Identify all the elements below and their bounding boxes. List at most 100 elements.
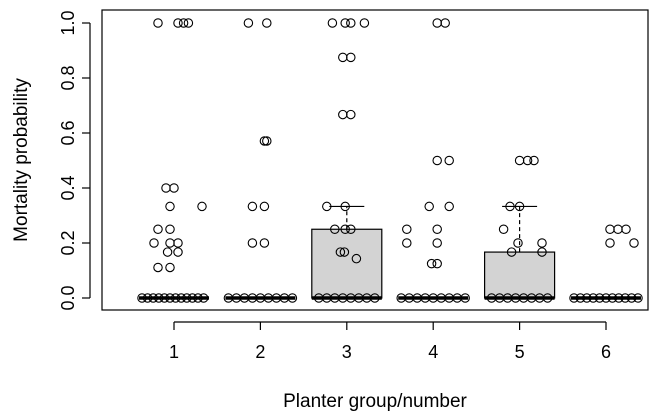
data-point [514,155,525,166]
data-point [198,293,209,303]
x-tick-label: 2 [255,342,265,362]
data-point [588,293,598,303]
data-point [165,201,175,212]
data-point [170,293,181,303]
data-point [340,18,350,28]
y-axis: 0.0 0.2 0.4 0.6 0.8 1.0 [58,10,91,311]
data-point [197,201,207,212]
data-point [359,18,370,28]
data-point [594,293,605,303]
data-point [178,18,189,28]
data-point [153,262,163,273]
x-tick-label: 4 [428,342,438,362]
y-tick-label: 0.2 [58,230,78,255]
data-point [162,247,173,257]
data-point [513,238,523,248]
data-point [620,293,630,303]
data-point [169,183,179,193]
data-point [424,201,434,212]
data-point [633,293,643,303]
data-point [537,247,547,257]
data-point [262,136,272,146]
data-point [607,293,618,303]
data-point [613,224,623,235]
x-axis-label: Planter group/number [283,391,467,412]
data-point [537,238,547,248]
data-point [506,247,517,257]
data-point [338,52,348,63]
data-point [161,183,171,193]
data-point [247,201,258,212]
data-point [629,238,639,248]
y-tick-label: 0.4 [58,175,78,200]
data-point [444,155,454,166]
data-point [187,293,198,303]
data-point [460,293,470,303]
data-point [529,155,539,166]
data-point [569,293,579,303]
data-point [330,224,340,235]
data-point [243,18,254,28]
y-tick-label: 0.6 [58,120,78,145]
data-point [522,155,533,166]
data-point [182,293,192,303]
data-point [440,18,450,28]
data-point [626,293,637,303]
data-point [165,238,175,248]
data-point [346,18,356,28]
data-point [173,238,183,248]
data-point [346,109,356,120]
data-point [402,224,412,235]
data-point [154,293,164,303]
data-point [153,224,163,235]
box-body [484,251,556,299]
data-point [149,238,159,248]
data-point [173,18,183,28]
x-axis: 1 2 3 4 5 6 [169,321,611,362]
data-point [165,224,175,235]
data-point [259,201,270,212]
data-point [346,224,356,235]
x-tick-label: 5 [515,342,525,362]
data-point [247,238,258,248]
data-point [621,224,631,235]
data-point [402,238,412,248]
y-tick-label: 1.0 [58,10,78,35]
data-point [335,247,346,257]
data-point [498,224,509,235]
data-point [173,247,183,257]
data-point [340,201,350,212]
data-point [327,18,338,28]
data-point [346,52,356,63]
y-tick-label: 0.0 [58,285,78,310]
x-tick-label: 1 [169,342,179,362]
data-point [601,293,611,303]
data-point [176,293,186,303]
points-layer [137,18,643,303]
data-point [432,155,442,166]
box-5 [484,205,556,300]
data-point [582,293,592,303]
data-point [148,293,158,303]
data-point [505,201,515,212]
data-point [605,224,615,235]
data-point [605,238,615,248]
data-point [165,293,175,303]
data-point [432,224,442,235]
box-body [311,228,383,299]
data-point [351,253,362,264]
data-point [614,293,624,303]
data-point [514,201,525,212]
data-point [287,293,298,303]
data-point [262,18,272,28]
data-point [339,247,350,257]
data-point [444,201,454,212]
box-3 [311,205,383,300]
data-point [542,293,553,303]
data-point [322,201,332,212]
data-point [193,293,203,303]
data-point [432,258,442,269]
data-point [575,293,586,303]
data-point [159,293,170,303]
